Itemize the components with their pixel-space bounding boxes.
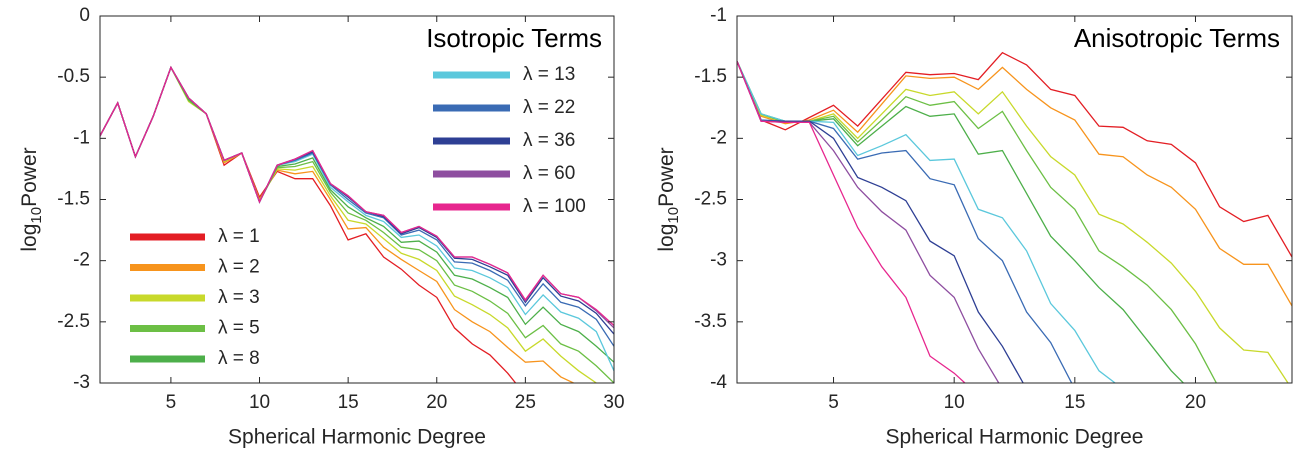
plot-area [737,51,1292,383]
y-label-base: log [655,224,678,252]
axes-box [736,15,1293,384]
legend-label: λ = 100 [523,196,586,217]
y-tick-label: -1 [710,5,727,26]
legend-label: λ = 8 [218,348,260,369]
x-tick-label: 30 [603,392,624,413]
y-label-suffix: Power [18,147,41,207]
y-label-subscript: 10 [28,207,45,224]
series-line [737,61,1185,383]
legend-label: λ = 3 [218,287,260,308]
series-line [737,61,966,383]
x-axis-label: Spherical Harmonic Degree [228,426,486,449]
x-tick-label: 5 [166,392,177,413]
chart-title: Isotropic Terms [426,23,602,53]
x-tick-label: 15 [338,392,359,413]
y-tick-label: 0 [79,5,90,26]
legend-label: λ = 36 [523,130,575,151]
legend-label: λ = 2 [218,257,260,278]
y-tick-label: -2.5 [694,189,727,210]
chart-title: Anisotropic Terms [1074,23,1280,53]
y-label-subscript: 10 [665,207,682,224]
x-tick-label: 25 [515,392,536,413]
series-line [737,61,1292,307]
y-tick-label: -2.5 [57,311,90,332]
y-tick-label: -4 [710,372,727,393]
series-line [737,61,1117,383]
x-tick-label: 20 [426,392,447,413]
y-label-suffix: Power [655,147,678,207]
x-tick-label: 5 [828,392,839,413]
y-tick-label: -3 [73,372,90,393]
series-line [737,51,1292,258]
y-tick-label: -3.5 [694,311,727,332]
legend-label: λ = 13 [523,64,575,85]
y-tick-label: -1.5 [694,66,727,87]
legend-label: λ = 1 [218,226,260,247]
y-tick-label: -1.5 [57,189,90,210]
y-tick-label: -3 [710,250,727,271]
series-line [737,61,1218,383]
series-line [737,61,1073,383]
legend-label: λ = 5 [218,318,260,339]
x-axis-label: Spherical Harmonic Degree [886,426,1144,449]
x-tick-label: 10 [249,392,270,413]
y-tick-label: -1 [73,127,90,148]
legend-label: λ = 60 [523,163,575,184]
x-tick-label: 15 [1064,392,1085,413]
plot-area [100,65,614,383]
series-line [100,65,614,326]
y-tick-label: -2 [73,250,90,271]
y-axis-label: log10Power [655,147,682,251]
y-tick-label: -2 [710,127,727,148]
y-label-base: log [18,224,41,252]
x-tick-label: 10 [944,392,965,413]
legend-label: λ = 22 [523,97,575,118]
x-tick-label: 20 [1185,392,1206,413]
series-line [737,61,1289,383]
y-axis-label: log10Power [18,147,45,251]
y-tick-label: -0.5 [57,66,90,87]
series-line [737,61,1024,383]
